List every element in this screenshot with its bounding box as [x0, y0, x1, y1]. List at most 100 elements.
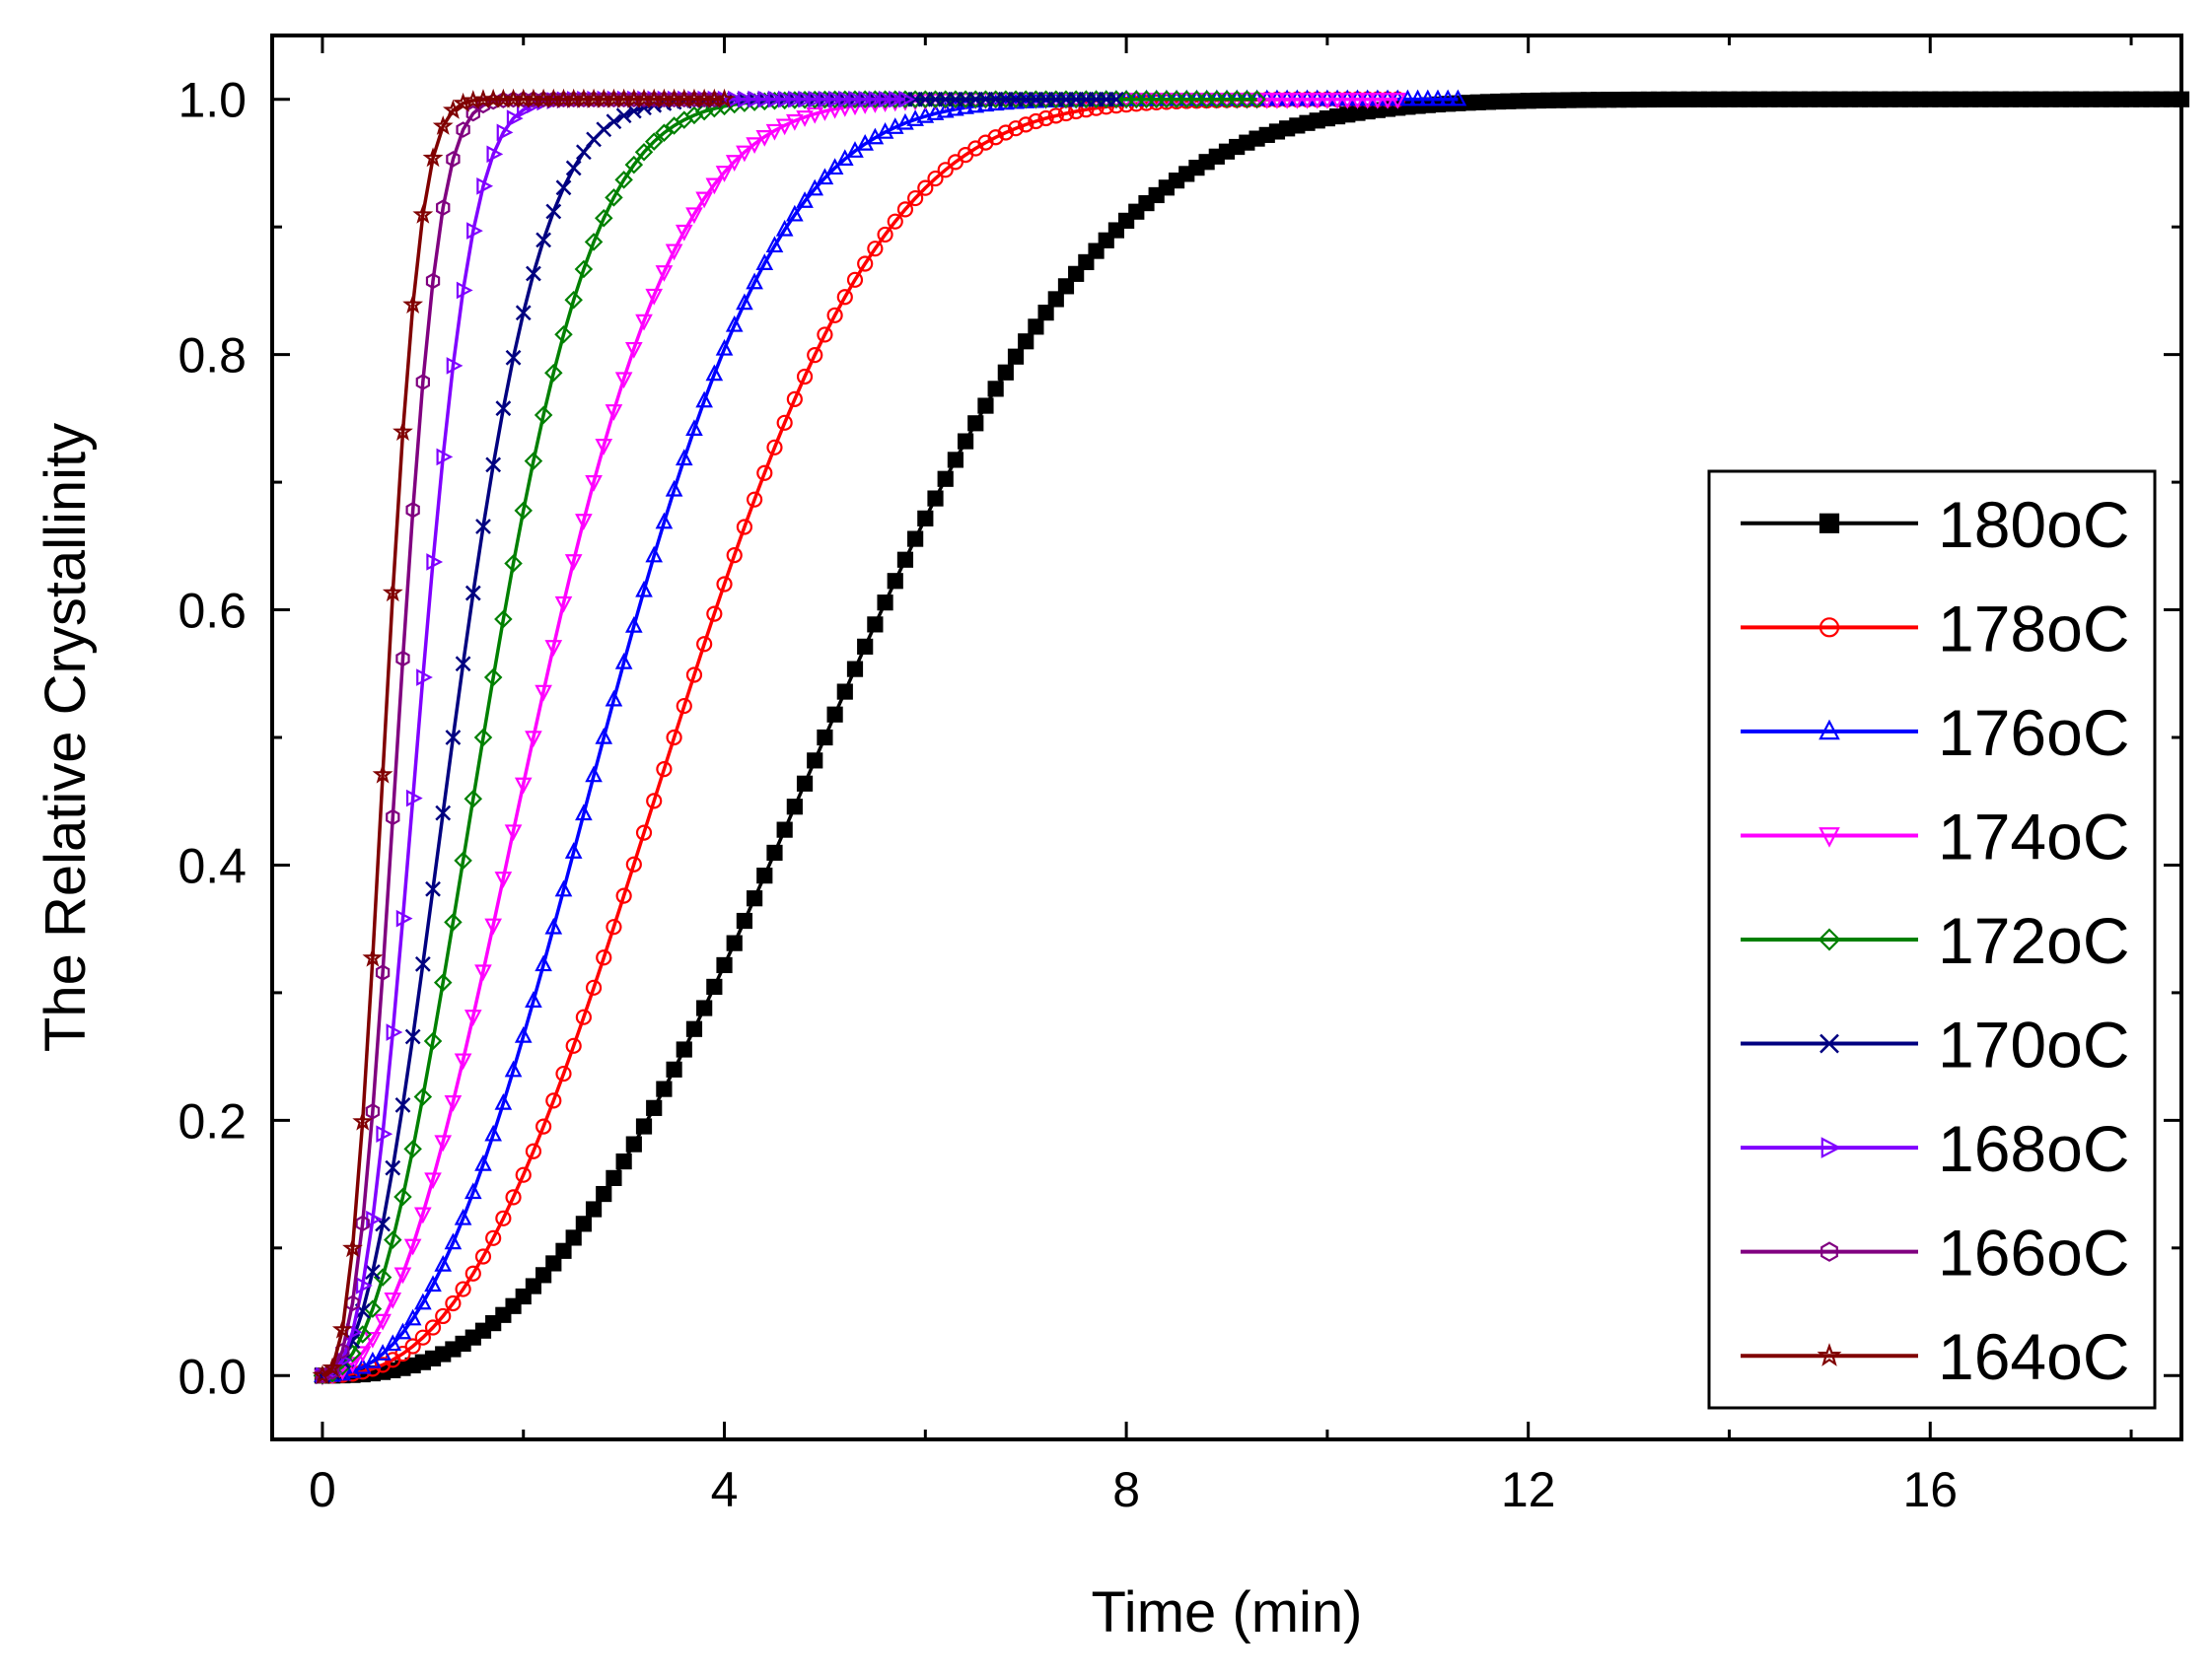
data-point [755, 253, 774, 270]
data-point [1037, 109, 1054, 127]
data-point-stroke [515, 305, 532, 321]
series-line [321, 97, 725, 1377]
data-point-stroke [375, 1216, 391, 1232]
data-point [736, 519, 753, 535]
data-point [1268, 93, 1286, 109]
data-point [644, 132, 664, 151]
series-164 [312, 88, 735, 1385]
data-point [514, 501, 533, 521]
data-point [937, 470, 954, 487]
data-point [412, 203, 434, 224]
data-point [977, 397, 994, 414]
y-tick-label: 0.2 [178, 1093, 247, 1149]
data-point [474, 964, 492, 982]
data-point [565, 1229, 582, 1246]
data-point [1047, 291, 1064, 308]
data-point [716, 956, 733, 974]
data-point [395, 909, 413, 928]
data-point [666, 729, 682, 746]
legend-item-166: 166oC [1741, 1217, 2130, 1290]
data-point [534, 405, 553, 425]
data-point [444, 1232, 463, 1250]
data-point [473, 728, 493, 747]
y-tick-label: 0.0 [178, 1349, 247, 1404]
data-point [324, 1363, 340, 1380]
series-180 [314, 91, 2190, 1384]
data-point [967, 415, 984, 432]
data-point [1108, 91, 1124, 107]
data-point [927, 170, 944, 187]
data-point [375, 964, 391, 981]
data-point [706, 978, 723, 996]
data-point [766, 844, 783, 862]
data-point [432, 115, 454, 135]
legend-label: 176oC [1938, 696, 2130, 769]
data-point [404, 1338, 421, 1355]
data-point [504, 554, 523, 573]
data-point [544, 917, 563, 935]
data-point [364, 1351, 382, 1368]
data-point [746, 890, 763, 907]
data-point [685, 207, 703, 225]
data-point [444, 1094, 463, 1112]
data-point-stroke [596, 121, 612, 138]
legend-swatch-marker [1820, 1241, 1838, 1262]
legend-label-unit: oC [2046, 904, 2129, 977]
data-point-stroke [575, 144, 592, 161]
data-point [775, 219, 794, 237]
legend-label-value: 170 [1938, 1009, 2046, 1082]
data-point [1308, 93, 1326, 109]
data-point [746, 137, 763, 155]
data-point [835, 100, 854, 117]
series-178 [314, 91, 1406, 1384]
legend-label-unit: oC [2046, 1217, 2129, 1290]
data-point-stroke [464, 585, 481, 601]
data-point [585, 979, 603, 996]
data-point [656, 1081, 673, 1097]
data-point [382, 582, 403, 602]
data-point [665, 244, 683, 261]
data-point [425, 880, 441, 897]
data-point [435, 804, 452, 821]
x-axis-title: Time (min) [1092, 1580, 1363, 1644]
data-point [555, 1242, 572, 1259]
data-point [504, 824, 523, 842]
data-point [433, 973, 453, 992]
data-point-stroke [455, 656, 471, 672]
legend-label-unit: oC [2046, 1009, 2129, 1082]
data-point [776, 414, 793, 431]
data-point [748, 90, 765, 108]
data-point [927, 490, 944, 507]
data-point [907, 530, 924, 547]
data-point [1028, 318, 1044, 335]
data-point [695, 191, 713, 209]
legend-label-unit: oC [2046, 1112, 2129, 1185]
data-point [796, 191, 814, 208]
data-point [545, 1255, 562, 1272]
data-point [376, 1125, 393, 1144]
data-point [605, 689, 623, 707]
data-point [565, 160, 582, 176]
legend-label-value: 180 [1938, 488, 2046, 561]
data-point [403, 1308, 422, 1326]
data-point [936, 101, 955, 118]
data-point [786, 204, 804, 222]
data-point [514, 1025, 533, 1043]
data-point [836, 289, 853, 306]
data-point [393, 1267, 412, 1285]
data-point [545, 1092, 562, 1109]
data-point [1408, 89, 1427, 106]
data-point [887, 213, 903, 230]
data-point [436, 199, 451, 216]
data-point [454, 1053, 472, 1071]
data-point [414, 1329, 431, 1346]
data-point [1398, 89, 1417, 106]
data-point [917, 510, 934, 526]
data-point [485, 456, 502, 473]
data-point [515, 1166, 532, 1183]
data-point [624, 155, 644, 175]
data-point [777, 90, 795, 108]
data-point [594, 208, 613, 228]
data-point [555, 179, 572, 196]
